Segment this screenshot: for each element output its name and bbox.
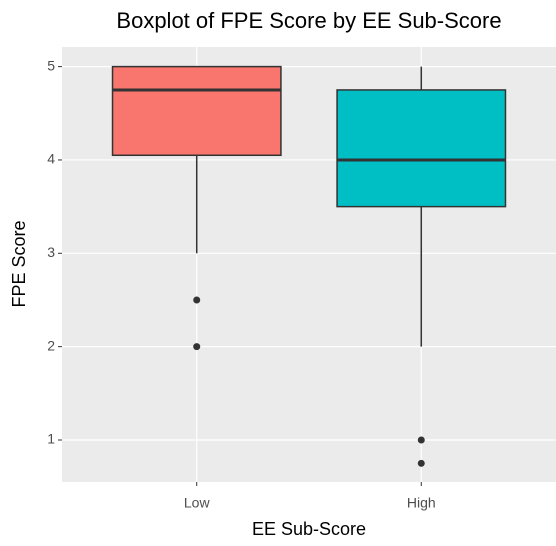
x-axis-label: EE Sub-Score xyxy=(252,519,366,539)
chart-title: Boxplot of FPE Score by EE Sub-Score xyxy=(116,8,501,33)
outlier xyxy=(193,343,201,351)
outlier xyxy=(417,459,425,467)
x-tick-label: High xyxy=(407,495,436,511)
y-tick-label: 3 xyxy=(47,244,55,260)
y-tick-label: 4 xyxy=(47,151,55,167)
y-tick-label: 5 xyxy=(47,57,55,73)
outlier xyxy=(417,436,425,444)
y-tick-label: 1 xyxy=(47,431,55,447)
y-axis-label: FPE Score xyxy=(9,220,29,307)
box xyxy=(336,89,507,208)
outlier xyxy=(193,296,201,304)
box xyxy=(111,65,282,157)
y-tick-label: 2 xyxy=(47,337,55,353)
x-tick-label: Low xyxy=(184,495,211,511)
